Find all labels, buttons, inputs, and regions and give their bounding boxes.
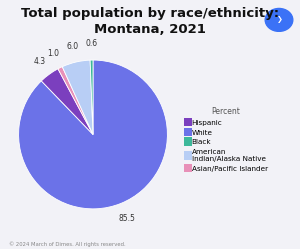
- Wedge shape: [62, 60, 93, 134]
- Text: 4.3: 4.3: [34, 57, 46, 65]
- Text: ❯: ❯: [277, 16, 283, 23]
- Circle shape: [265, 8, 293, 31]
- Text: 1.0: 1.0: [47, 49, 59, 58]
- Wedge shape: [58, 67, 93, 134]
- Text: © 2024 March of Dimes. All rights reserved.: © 2024 March of Dimes. All rights reserv…: [9, 241, 126, 247]
- Text: 6.0: 6.0: [66, 42, 78, 51]
- Text: 85.5: 85.5: [118, 214, 135, 223]
- Text: 0.6: 0.6: [85, 39, 97, 48]
- Wedge shape: [90, 60, 93, 134]
- Legend: Hispanic, White, Black, American
Indian/Alaska Native, Asian/Pacific Islander: Hispanic, White, Black, American Indian/…: [184, 107, 268, 172]
- Wedge shape: [19, 60, 167, 209]
- Wedge shape: [41, 69, 93, 134]
- Text: Total population by race/ethnicity:
Montana, 2021: Total population by race/ethnicity: Mont…: [21, 7, 279, 36]
